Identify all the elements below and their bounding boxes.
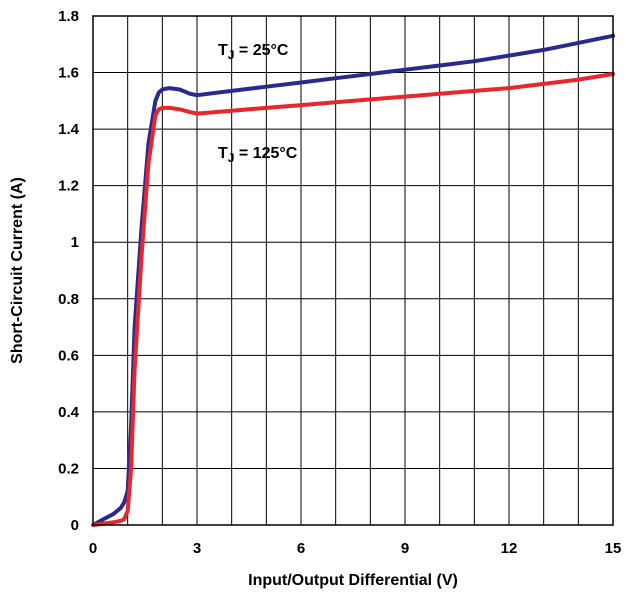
y-tick-label: 1 bbox=[71, 234, 79, 251]
plot-frame bbox=[92, 15, 614, 526]
y-tick-label: 1.6 bbox=[58, 65, 79, 82]
y-tick-label: 0.8 bbox=[58, 291, 79, 308]
series-label-25c-rest: = 25°C bbox=[234, 42, 288, 59]
x-tick-label: 0 bbox=[89, 540, 97, 557]
series-label-25c: TJ = 25°C bbox=[218, 42, 289, 62]
x-tick-labels: 0 3 6 9 12 15 bbox=[89, 540, 622, 557]
y-tick-label: 0.6 bbox=[58, 347, 79, 364]
series-line-0 bbox=[91, 33, 615, 527]
series-label-25c-sub: J bbox=[228, 48, 235, 62]
series-label-125c-rest: = 125°C bbox=[234, 145, 297, 162]
x-axis-title: Input/Output Differential (V) bbox=[248, 572, 458, 589]
y-axis-title: Short-Circuit Current (A) bbox=[9, 177, 26, 364]
series-label-125c-sub: J bbox=[228, 151, 235, 165]
series-lines bbox=[91, 33, 615, 527]
y-tick-label: 1.2 bbox=[58, 178, 79, 195]
x-tick-label: 12 bbox=[501, 540, 518, 557]
x-tick-label: 6 bbox=[297, 540, 305, 557]
x-tick-label: 3 bbox=[193, 540, 201, 557]
series-line-1 bbox=[91, 72, 615, 527]
y-tick-label: 0 bbox=[71, 517, 79, 534]
y-tick-labels: 0 0.2 0.4 0.6 0.8 1 1.2 1.4 1.6 1.8 bbox=[58, 8, 80, 534]
x-tick-label: 9 bbox=[401, 540, 409, 557]
series-label-25c-main: T bbox=[218, 42, 228, 59]
grid-lines bbox=[93, 16, 613, 525]
series-label-125c: TJ = 125°C bbox=[218, 145, 298, 165]
y-tick-label: 1.4 bbox=[58, 121, 80, 138]
y-tick-label: 0.2 bbox=[58, 460, 79, 477]
y-tick-label: 1.8 bbox=[58, 8, 79, 25]
y-tick-label: 0.4 bbox=[58, 404, 80, 421]
series-label-125c-main: T bbox=[218, 145, 228, 162]
x-tick-label: 15 bbox=[605, 540, 622, 557]
